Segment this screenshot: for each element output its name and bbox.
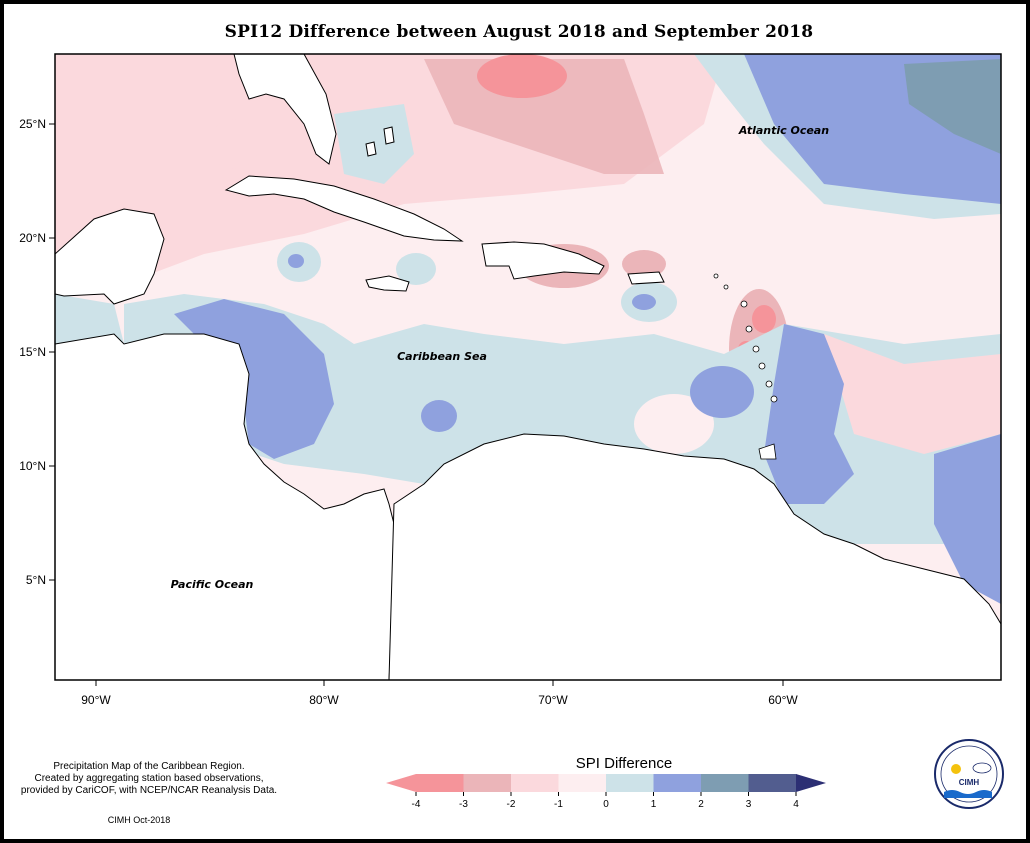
legend-tick-label: 2	[698, 799, 704, 810]
lon-tick-label: 80°W	[309, 693, 339, 707]
lon-tick-label: 60°W	[768, 693, 798, 707]
legend-swatch	[463, 774, 512, 792]
map-title: SPI12 Difference between August 2018 and…	[224, 22, 814, 42]
sun-icon	[951, 764, 961, 774]
legend-swatch	[511, 774, 559, 792]
credit-line: Created by aggregating station based obs…	[34, 773, 264, 784]
legend-tick-label: -2	[507, 799, 516, 810]
lon-tick-label: 90°W	[81, 693, 111, 707]
map-canvas: 25°N 20°N 15°N 10°N 5°N 90°W 80°W 70°W 6…	[19, 53, 1004, 810]
legend-tick-label: 4	[793, 799, 799, 810]
land-masses	[55, 54, 1001, 680]
legend-tick-label: 0	[603, 799, 609, 810]
cloud-icon	[972, 762, 992, 774]
legend-swatch	[416, 774, 464, 792]
legend-swatch	[701, 774, 749, 792]
credit-text: Precipitation Map of the Caribbean Regio…	[4, 761, 294, 797]
credit-line: provided by CariCOF, with NCEP/NCAR Rean…	[20, 785, 278, 796]
legend-title: SPI Difference	[575, 755, 673, 772]
lon-tick-label: 70°W	[538, 693, 568, 707]
spi-field	[55, 54, 1001, 680]
waves-icon	[944, 790, 992, 798]
pacific-ocean-label: Pacific Ocean	[171, 578, 254, 591]
caribbean-sea-label: Caribbean Sea	[397, 350, 487, 363]
plot-border	[54, 53, 1002, 681]
legend-swatch	[653, 774, 702, 792]
credit-line: Precipitation Map of the Caribbean Regio…	[53, 761, 245, 772]
legend-tick-label: -4	[412, 799, 421, 810]
lat-tick-label: 20°N	[19, 231, 46, 245]
lon-axis: 90°W 80°W 70°W 60°W	[81, 680, 798, 707]
lat-tick-label: 25°N	[19, 117, 46, 131]
legend-tick-label: 1	[651, 799, 657, 810]
legend-swatch	[558, 774, 607, 792]
legend-tick-label: -1	[554, 799, 563, 810]
legend-swatch	[386, 774, 416, 792]
legend-tick-label: -3	[459, 799, 468, 810]
lat-axis: 25°N 20°N 15°N 10°N 5°N	[19, 117, 55, 587]
legend-colorbar: -4 -3 -2 -1 0 1 2 3 4	[386, 774, 826, 810]
lat-tick-label: 5°N	[26, 573, 46, 587]
legend-swatch	[796, 774, 826, 792]
cimh-logo: CIMH	[934, 739, 1004, 809]
legend-swatch	[606, 774, 654, 792]
credit-date: CIMH Oct-2018	[107, 815, 171, 825]
logo-text: CIMH	[959, 778, 980, 787]
atlantic-ocean-label: Atlantic Ocean	[738, 124, 829, 137]
legend-tick-label: 3	[746, 799, 752, 810]
legend-swatch	[748, 774, 797, 792]
lat-tick-label: 10°N	[19, 459, 46, 473]
lat-tick-label: 15°N	[19, 345, 46, 359]
